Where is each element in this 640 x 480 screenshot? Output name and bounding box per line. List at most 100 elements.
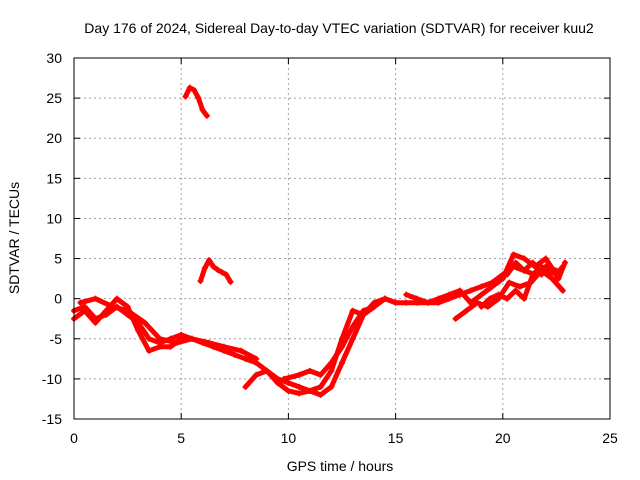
data-point <box>512 259 519 266</box>
data-point <box>274 379 281 386</box>
data-point <box>214 266 221 273</box>
data-point <box>231 351 238 358</box>
series-track-9 <box>504 259 568 282</box>
data-point <box>510 251 517 258</box>
data-point <box>223 271 230 278</box>
data-point <box>306 367 313 374</box>
x-tick-label: 25 <box>602 430 618 446</box>
data-point <box>414 295 421 302</box>
data-point <box>446 291 453 298</box>
data-point <box>242 355 249 362</box>
data-point <box>467 287 474 294</box>
series-track-10 <box>182 84 210 119</box>
y-tick-label: -15 <box>42 411 62 427</box>
data-point <box>424 299 431 306</box>
y-tick-label: 0 <box>54 291 62 307</box>
x-tick-label: 10 <box>281 430 297 446</box>
data-point <box>317 371 324 378</box>
y-tick-label: -5 <box>50 331 63 347</box>
data-point <box>81 307 88 314</box>
data-point <box>167 343 174 350</box>
data-point <box>227 278 234 285</box>
data-point <box>218 269 225 276</box>
data-point <box>339 343 345 350</box>
data-point <box>349 307 356 314</box>
data-point <box>317 391 324 398</box>
data-point <box>188 335 195 342</box>
data-point <box>360 307 367 314</box>
data-point <box>186 84 193 91</box>
data-point <box>349 335 356 342</box>
data-point <box>92 295 99 302</box>
data-point <box>199 107 206 114</box>
data-point <box>512 287 519 294</box>
y-tick-label: -10 <box>42 371 62 387</box>
data-point <box>206 257 213 264</box>
data-point <box>263 367 270 374</box>
data-point <box>296 371 303 378</box>
data-point <box>478 303 485 310</box>
y-tick-label: 30 <box>46 50 62 66</box>
data-point <box>521 267 528 274</box>
data-point <box>238 347 245 354</box>
data-point <box>529 259 536 266</box>
data-point <box>463 307 470 314</box>
data-point <box>156 335 163 342</box>
data-point <box>559 287 566 294</box>
data-point <box>538 263 545 270</box>
x-tick-label: 20 <box>495 430 511 446</box>
data-point <box>339 359 345 366</box>
series-track-11 <box>197 257 234 285</box>
data-point <box>392 299 399 306</box>
data-point <box>182 93 189 100</box>
axis-ticks <box>73 57 611 420</box>
y-axis-title: SDTVAR / TECUs <box>6 182 22 294</box>
data-point <box>484 303 491 310</box>
data-point <box>317 383 324 390</box>
data-point <box>195 95 202 102</box>
data-point <box>489 283 496 290</box>
data-point <box>253 371 260 378</box>
data-point <box>474 299 481 306</box>
data-point <box>521 295 528 302</box>
data-point <box>486 295 493 302</box>
data-point <box>478 291 485 298</box>
y-tick-label: 15 <box>46 170 62 186</box>
data-point <box>538 271 545 278</box>
data-point <box>529 271 536 278</box>
data-point <box>77 299 84 306</box>
data-point <box>328 367 335 374</box>
data-point <box>328 383 335 390</box>
data-point <box>504 295 511 302</box>
data-point <box>191 87 198 94</box>
data-point <box>156 343 163 350</box>
y-tick-labels: -15 -10 -5 0 5 10 15 20 25 30 <box>42 50 62 427</box>
data-point <box>285 387 292 394</box>
data-point <box>549 275 556 282</box>
data-point <box>141 319 148 326</box>
data-point <box>499 275 506 282</box>
data-point <box>173 339 180 346</box>
data-point <box>495 291 502 298</box>
data-point <box>403 291 410 298</box>
data-point <box>296 383 303 390</box>
series-track-3 <box>77 295 260 362</box>
chart-title: Day 176 of 2024, Sidereal Day-to-day VTE… <box>84 20 594 36</box>
data-point <box>371 303 378 310</box>
data-point <box>146 335 153 342</box>
data-point <box>210 263 217 270</box>
data-point <box>561 259 568 266</box>
data-point <box>516 283 523 290</box>
data-point <box>328 359 335 366</box>
y-tick-label: 5 <box>54 251 62 267</box>
data-point <box>242 383 249 390</box>
series-line <box>403 252 566 306</box>
data-point <box>521 255 528 262</box>
y-tick-label: 20 <box>46 130 62 146</box>
data-point <box>146 347 153 354</box>
data-point <box>253 355 260 362</box>
x-tick-labels: 0 5 10 15 20 25 <box>70 430 618 446</box>
data-point <box>403 299 410 306</box>
